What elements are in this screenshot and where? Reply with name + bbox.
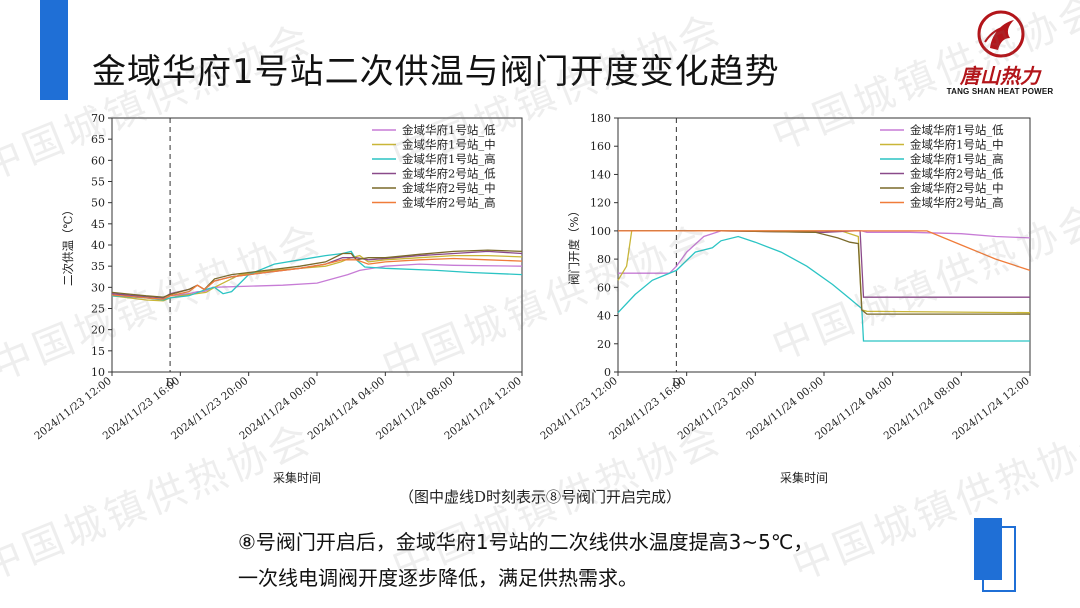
y-tick-label: 100 — [590, 225, 611, 238]
legend-label: 金域华府2号站_低 — [402, 167, 496, 181]
y-tick-label: 80 — [597, 253, 611, 266]
y-tick-label: 20 — [597, 338, 611, 351]
y-tick-label: 50 — [91, 197, 105, 210]
legend-label: 金域华府2号站_高 — [910, 196, 1004, 210]
corner-decoration — [974, 518, 1016, 592]
y-tick-label: 65 — [91, 133, 105, 146]
series-line-4 — [618, 230, 1030, 298]
y-tick-label: 35 — [91, 260, 105, 273]
marker-label-d: D — [166, 376, 175, 389]
y-tick-label: 30 — [91, 281, 105, 294]
legend-label: 金域华府1号站_中 — [910, 138, 1004, 152]
conclusion-text: ⑧号阀门开启后，金域华府1号站的二次线供水温度提高3~5℃， 一次线电调阀开度逐… — [238, 524, 813, 596]
title-accent-bar — [40, 0, 68, 100]
logo-chinese-name: 唐山热力 — [960, 64, 1040, 88]
conclusion-line-2: 一次线电调阀开度逐步降低，满足供热需求。 — [238, 566, 638, 590]
page-title: 金域华府1号站二次供温与阀门开度变化趋势 — [92, 52, 780, 92]
y-axis-label: 阀门开度（%） — [567, 205, 581, 285]
y-axis-label: 二次供温（℃） — [61, 204, 75, 286]
legend-label: 金域华府2号站_低 — [910, 167, 1004, 181]
y-tick-label: 60 — [91, 154, 105, 167]
conclusion-line-1: ⑧号阀门开启后，金域华府1号站的二次线供水温度提高3~5℃， — [238, 530, 814, 554]
x-axis-label: 采集时间 — [273, 470, 321, 485]
series-line-5 — [618, 230, 1030, 315]
series-line-5 — [111, 249, 523, 298]
y-tick-label: 55 — [91, 176, 105, 189]
x-axis-label: 采集时间 — [780, 470, 828, 485]
y-tick-label: 0 — [604, 366, 611, 379]
y-tick-label: 10 — [91, 366, 105, 379]
y-tick-label: 120 — [590, 197, 611, 210]
series-line-2 — [617, 230, 1031, 314]
legend-label: 金域华府2号站_高 — [402, 196, 496, 210]
y-tick-label: 45 — [91, 218, 105, 231]
legend-label: 金域华府1号站_低 — [402, 123, 496, 137]
series-line-6 — [111, 257, 523, 300]
y-tick-label: 70 — [91, 112, 105, 125]
y-tick-label: 140 — [590, 168, 611, 181]
legend-label: 金域华府2号站_中 — [402, 181, 496, 195]
y-tick-label: 15 — [91, 345, 105, 358]
chart-caption: （图中虚线D时刻表示⑧号阀门开启完成） — [398, 488, 682, 506]
x-tick-label: 2024/11/24 12:00 — [950, 375, 1032, 442]
y-tick-label: 180 — [590, 112, 611, 125]
company-logo: 唐山热力 TANG SHAN HEAT POWER — [930, 8, 1070, 100]
series-line-3 — [617, 235, 1030, 342]
legend-label: 金域华府1号站_低 — [910, 123, 1004, 137]
series-line-3 — [111, 250, 523, 301]
phoenix-icon — [977, 10, 1025, 58]
marker-label-d: D — [672, 376, 681, 389]
legend-label: 金域华府1号站_高 — [402, 152, 496, 166]
logo-english-name: TANG SHAN HEAT POWER — [946, 87, 1054, 96]
series-line-6 — [618, 230, 1031, 272]
y-tick-label: 40 — [597, 310, 611, 323]
y-tick-label: 25 — [91, 303, 105, 316]
legend-label: 金域华府1号站_高 — [910, 152, 1004, 166]
legend-label: 金域华府2号站_中 — [910, 181, 1004, 195]
y-tick-label: 20 — [91, 324, 105, 337]
y-tick-label: 160 — [590, 140, 611, 153]
legend-label: 金域华府1号站_中 — [402, 138, 496, 152]
y-tick-label: 60 — [597, 281, 611, 294]
y-tick-label: 40 — [91, 239, 105, 252]
